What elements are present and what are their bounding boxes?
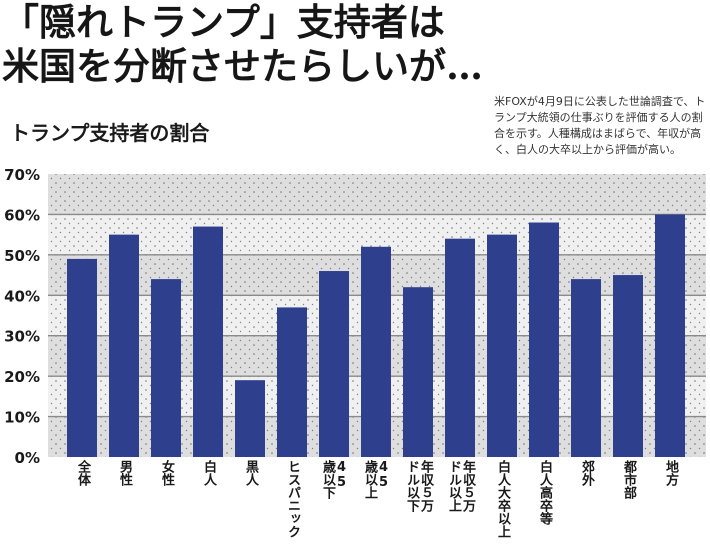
bar: [151, 279, 181, 457]
y-tick-label: 40%: [4, 287, 40, 305]
bar: [235, 380, 265, 457]
y-tick-label: 30%: [4, 328, 40, 346]
x-tick-label: 45 歳以下: [320, 460, 349, 499]
bars: [67, 214, 685, 457]
bar: [487, 234, 517, 457]
bar: [655, 214, 685, 457]
bar: [67, 258, 97, 457]
bar: [571, 279, 601, 457]
x-tick-label: 年収５万 ドル以上: [446, 460, 475, 512]
bar: [361, 246, 391, 457]
bar: [403, 287, 433, 457]
x-tick-label: 白人大卒以上: [495, 460, 510, 538]
x-tick-label: 白人: [201, 460, 216, 486]
bar: [613, 275, 643, 457]
y-axis: 0% 10% 20% 30% 40% 50% 60% 70%: [4, 166, 40, 467]
x-tick-label: 年収５万 ドル以下: [404, 460, 433, 512]
x-tick-label: 女性: [159, 460, 174, 486]
y-tick-label: 10%: [4, 409, 40, 427]
y-tick-label: 60%: [4, 206, 40, 224]
bar: [277, 307, 307, 457]
bar: [193, 226, 223, 457]
x-tick-label: 地方: [663, 460, 678, 486]
x-tick-label: 男性: [117, 460, 132, 486]
bar: [445, 238, 475, 457]
x-tick-label: 黒人: [243, 460, 258, 486]
x-tick-label: 白人高卒等: [537, 460, 552, 525]
chart-title: トランプ支持者の割合: [10, 121, 210, 145]
y-tick-label: 0%: [15, 449, 40, 467]
x-tick-label: ヒスパニック: [285, 460, 300, 538]
x-tick-label: 45 歳以上: [362, 460, 391, 499]
y-tick-label: 50%: [4, 247, 40, 265]
chart-note: 米FOXが4月9日に公表した世論調査で、トランプ大統領の仕事ぶりを評価する人の割…: [494, 95, 706, 156]
bar: [109, 234, 139, 457]
headline-line-1: 「隠れトランプ」支持者は: [2, 0, 445, 44]
x-tick-label: 都市部: [621, 460, 636, 499]
bar: [529, 222, 559, 457]
bar: [319, 271, 349, 457]
headline-line-2: 米国を分断させたらしいが…: [2, 44, 483, 88]
y-tick-label: 70%: [4, 166, 40, 184]
y-tick-label: 20%: [4, 368, 40, 386]
plot-band-texture: [48, 174, 706, 215]
x-tick-label: 全体: [75, 460, 90, 486]
x-tick-label: 郊外: [579, 460, 594, 486]
